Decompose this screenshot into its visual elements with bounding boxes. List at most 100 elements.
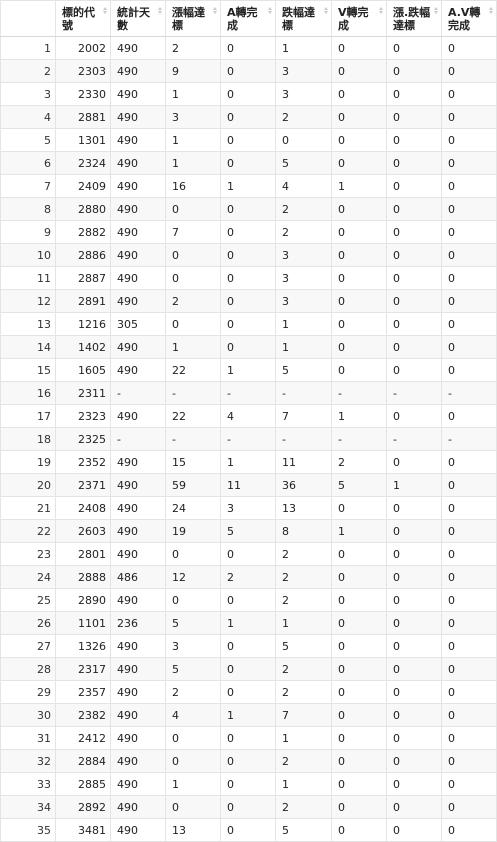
table-row[interactable]: 32 2884 490 0 0 2 0 0 0 <box>0 749 497 773</box>
sort-arrows-icon[interactable] <box>213 7 217 14</box>
table-row[interactable]: 2 2303 490 9 0 3 0 0 0 <box>0 59 497 83</box>
table-row[interactable]: 11 2887 490 0 0 3 0 0 0 <box>0 266 497 290</box>
table-row[interactable]: 25 2890 490 0 0 2 0 0 0 <box>0 588 497 612</box>
table-row[interactable]: 31 2412 490 0 0 1 0 0 0 <box>0 726 497 750</box>
table-cell: 0 <box>386 611 442 635</box>
table-cell: 490 <box>110 818 166 842</box>
table-cell: 0 <box>441 519 497 543</box>
table-cell: 0 <box>386 82 442 106</box>
table-cell: 0 <box>441 105 497 129</box>
table-row[interactable]: 28 2317 490 5 0 2 0 0 0 <box>0 657 497 681</box>
table-cell: 1301 <box>55 128 111 152</box>
sort-arrows-icon[interactable] <box>324 7 328 14</box>
column-header[interactable]: A.V轉完成 <box>441 0 497 37</box>
table-cell: 0 <box>441 726 497 750</box>
table-cell: 12 <box>165 565 221 589</box>
table-row[interactable]: 21 2408 490 24 3 13 0 0 0 <box>0 496 497 520</box>
table-row[interactable]: 15 1605 490 22 1 5 0 0 0 <box>0 358 497 382</box>
table-row[interactable]: 29 2357 490 2 0 2 0 0 0 <box>0 680 497 704</box>
table-row[interactable]: 17 2323 490 22 4 7 1 0 0 <box>0 404 497 428</box>
table-row[interactable]: 24 2888 486 12 2 2 0 0 0 <box>0 565 497 589</box>
table-row[interactable]: 9 2882 490 7 0 2 0 0 0 <box>0 220 497 244</box>
table-cell: 490 <box>110 519 166 543</box>
table-cell: 1101 <box>55 611 111 635</box>
table-cell: 0 <box>331 818 387 842</box>
table-cell: 2002 <box>55 36 111 60</box>
table-row[interactable]: 1 2002 490 2 0 1 0 0 0 <box>0 36 497 60</box>
table-row[interactable]: 16 2311- - - - - - - <box>0 381 497 405</box>
table-row[interactable]: 10 2886 490 0 0 3 0 0 0 <box>0 243 497 267</box>
table-cell: 8 <box>275 519 332 543</box>
sort-arrows-icon[interactable] <box>489 7 493 14</box>
table-row[interactable]: 30 2382 490 4 1 7 0 0 0 <box>0 703 497 727</box>
table-row[interactable]: 7 2409 490 16 1 4 1 0 0 <box>0 174 497 198</box>
table-cell: 4 <box>220 404 276 428</box>
table-cell: 2408 <box>55 496 111 520</box>
table-cell: 2 <box>275 105 332 129</box>
table-cell: 0 <box>220 151 276 175</box>
table-row[interactable]: 33 2885 490 1 0 1 0 0 0 <box>0 772 497 796</box>
table-row[interactable]: 23 2801 490 0 0 2 0 0 0 <box>0 542 497 566</box>
table-cell: 2 <box>331 450 387 474</box>
column-header[interactable]: V轉完成 <box>331 0 387 37</box>
table-cell: 490 <box>110 243 166 267</box>
table-row[interactable]: 27 1326 490 3 0 5 0 0 0 <box>0 634 497 658</box>
table-row[interactable]: 12 2891 490 2 0 3 0 0 0 <box>0 289 497 313</box>
table-row[interactable]: 20 2371 490 59 11 36 5 1 0 <box>0 473 497 497</box>
table-cell: 1 <box>165 128 221 152</box>
table-row[interactable]: 18 2325- - - - - - - <box>0 427 497 451</box>
row-index-cell: 18 <box>0 427 56 451</box>
table-cell: 490 <box>110 588 166 612</box>
table-cell: 2 <box>275 220 332 244</box>
table-cell: 5 <box>331 473 387 497</box>
sort-arrows-icon[interactable] <box>103 7 107 14</box>
sort-arrows-icon[interactable] <box>379 7 383 14</box>
table-row[interactable]: 26 1101 236 5 1 1 0 0 0 <box>0 611 497 635</box>
row-index-cell: 11 <box>0 266 56 290</box>
table-cell: 15 <box>165 450 221 474</box>
table-cell: 0 <box>386 749 442 773</box>
table-cell: 36 <box>275 473 332 497</box>
table-cell: 2 <box>275 542 332 566</box>
column-header[interactable]: 漲.跌幅達標 <box>386 0 442 37</box>
table-row[interactable]: 8 2880 490 0 0 2 0 0 0 <box>0 197 497 221</box>
column-header[interactable]: A轉完成 <box>220 0 276 37</box>
table-cell: 2357 <box>55 680 111 704</box>
table-cell: 0 <box>220 588 276 612</box>
row-index-cell: 15 <box>0 358 56 382</box>
table-row[interactable]: 6 2324 490 1 0 5 0 0 0 <box>0 151 497 175</box>
column-header[interactable]: 跌幅達標 <box>275 0 332 37</box>
table-row[interactable]: 4 2881 490 3 0 2 0 0 0 <box>0 105 497 129</box>
table-cell: 0 <box>386 818 442 842</box>
table-cell: 0 <box>220 818 276 842</box>
table-row[interactable]: 14 1402 490 1 0 1 0 0 0 <box>0 335 497 359</box>
table-row[interactable]: 35 3481 490 13 0 5 0 0 0 <box>0 818 497 842</box>
table-cell: 0 <box>220 312 276 336</box>
table-cell: 2325 <box>55 427 111 451</box>
table-row[interactable]: 13 1216 305 0 0 1 0 0 0 <box>0 312 497 336</box>
table-cell: 0 <box>441 335 497 359</box>
column-header-label: 跌幅達標 <box>282 5 315 32</box>
sort-arrows-icon[interactable] <box>434 7 438 14</box>
table-row[interactable]: 3 2330 490 1 0 3 0 0 0 <box>0 82 497 106</box>
table-cell: 2330 <box>55 82 111 106</box>
table-cell: 1 <box>220 174 276 198</box>
table-row[interactable]: 22 2603 490 19 5 8 1 0 0 <box>0 519 497 543</box>
row-index-cell: 10 <box>0 243 56 267</box>
sort-arrows-icon[interactable] <box>158 7 162 14</box>
table-row[interactable]: 5 1301 490 1 0 0 0 0 0 <box>0 128 497 152</box>
table-cell: 7 <box>165 220 221 244</box>
table-cell: 2887 <box>55 266 111 290</box>
column-header[interactable]: 漲幅達標 <box>165 0 221 37</box>
table-cell: 1 <box>331 174 387 198</box>
table-cell: 0 <box>386 335 442 359</box>
row-index-cell: 25 <box>0 588 56 612</box>
table-cell: 0 <box>220 542 276 566</box>
table-row[interactable]: 34 2892 490 0 0 2 0 0 0 <box>0 795 497 819</box>
column-header[interactable]: 統計天數 <box>110 0 166 37</box>
column-header[interactable]: 標的代號 <box>55 0 111 37</box>
sort-arrows-icon[interactable] <box>268 7 272 14</box>
table-cell: 0 <box>441 128 497 152</box>
table-row[interactable]: 19 2352 490 15 1 11 2 0 0 <box>0 450 497 474</box>
table-cell: 1605 <box>55 358 111 382</box>
